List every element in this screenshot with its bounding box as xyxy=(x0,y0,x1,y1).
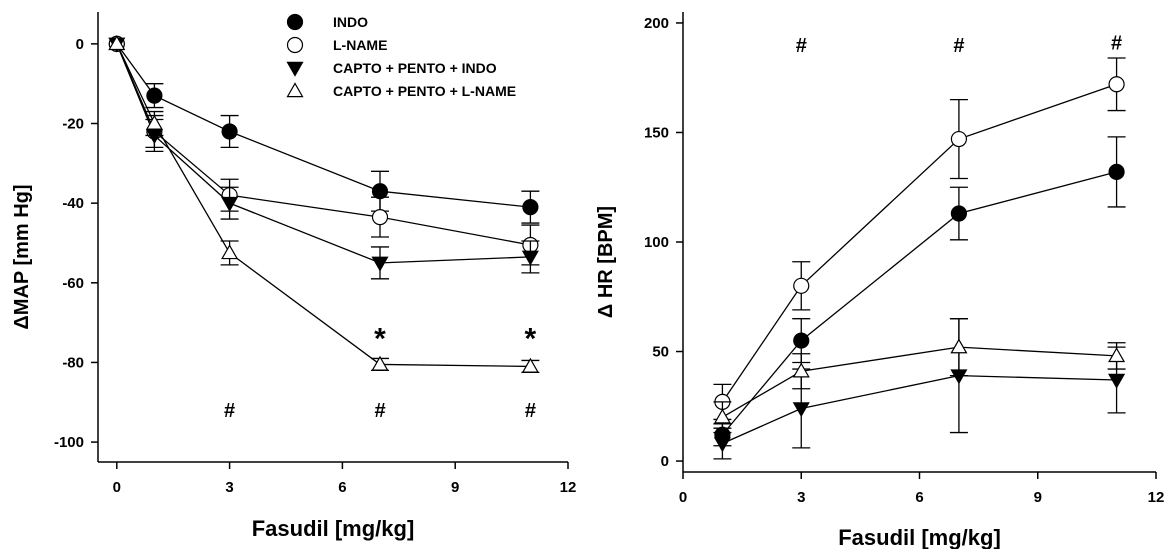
marker-capto-pento-indo xyxy=(371,256,389,272)
y-tick-label: -80 xyxy=(62,354,84,371)
x-tick-label: 12 xyxy=(1148,489,1165,506)
legend-marker xyxy=(286,13,304,31)
x-tick-label: 0 xyxy=(679,489,687,506)
series-capto-pento-l-name xyxy=(108,35,540,374)
significance-hash: # xyxy=(525,400,536,422)
y-tick-label: -40 xyxy=(62,195,84,212)
x-tick-label: 9 xyxy=(1034,489,1042,506)
marker-capto-pento-indo xyxy=(713,437,731,453)
x-axis-label: Fasudil [mg/kg] xyxy=(252,516,415,541)
marker-indo xyxy=(371,183,389,200)
marker-capto-pento-lname xyxy=(521,357,539,373)
significance-hash: # xyxy=(374,400,385,422)
y-tick-label: -100 xyxy=(54,434,84,451)
marker-indo xyxy=(146,87,163,104)
marker-indo xyxy=(522,199,539,216)
marker-indo xyxy=(221,123,238,140)
marker-capto-pento-indo xyxy=(221,196,239,212)
y-tick-label: 100 xyxy=(644,234,669,251)
series-indo xyxy=(713,136,1126,447)
marker-capto-pento-indo xyxy=(792,402,810,418)
marker-capto-pento-lname xyxy=(950,338,968,354)
y-axis-label: Δ HR [BPM] xyxy=(595,206,617,318)
significance-hash: # xyxy=(1111,33,1122,55)
legend-item: INDO xyxy=(286,13,368,31)
map-chart-panel: 0 -20 -40 -60 -80 -100 0 3 6 9 12 Fasudil [mg/kg] ΔM… xyxy=(11,12,576,541)
legend-marker xyxy=(286,82,304,98)
x-tick-label: 3 xyxy=(225,479,233,496)
legend-label: CAPTO + PENTO + L-NAME xyxy=(333,83,516,99)
x-axis-label: Fasudil [mg/kg] xyxy=(838,525,1001,549)
marker-capto-pento-indo xyxy=(521,250,539,266)
legend-marker xyxy=(286,36,304,54)
y-tick-label: -60 xyxy=(62,275,84,292)
x-tick-label: 0 xyxy=(113,479,121,496)
x-tick-label: 12 xyxy=(560,479,577,496)
significance-asterisk: * xyxy=(374,323,386,356)
x-tick-label: 6 xyxy=(915,489,923,506)
legend-label: L-NAME xyxy=(333,37,387,53)
marker-capto-pento-lname xyxy=(371,355,389,371)
series-capto-pento-l-name xyxy=(713,318,1126,434)
significance-hash: # xyxy=(224,400,235,422)
marker-capto-pento-lname xyxy=(792,362,810,378)
series-l-name xyxy=(713,57,1126,421)
series-line xyxy=(116,43,531,264)
y-axis-label: ΔMAP [mm Hg] xyxy=(11,184,33,329)
x-tick-label: 3 xyxy=(797,489,805,506)
marker-lname xyxy=(1108,76,1125,93)
marker-capto-pento-lname xyxy=(713,408,731,424)
marker-indo xyxy=(950,205,968,222)
marker-capto-pento-lname xyxy=(1108,347,1126,363)
marker-capto-pento-lname xyxy=(108,35,126,51)
hr-chart-panel: 0 50 100 150 200 0 3 6 9 12 Fasudil [mg/kg] Δ HR [B… xyxy=(595,12,1164,549)
x-tick-label: 9 xyxy=(451,479,459,496)
y-tick-label: 200 xyxy=(644,15,669,32)
marker-indo xyxy=(793,332,810,349)
y-tick-label: -20 xyxy=(62,116,84,133)
marker-indo xyxy=(1108,163,1125,181)
significance-hash: # xyxy=(953,35,964,57)
series-line xyxy=(721,83,1117,403)
legend-item: L-NAME xyxy=(286,36,387,54)
marker-capto-pento-lname xyxy=(221,244,239,260)
significance-hash: # xyxy=(796,35,807,57)
series-line xyxy=(721,171,1117,436)
marker-capto-pento-indo xyxy=(1108,373,1126,389)
series-line xyxy=(722,374,1117,445)
marker-lname xyxy=(950,130,968,148)
series-line xyxy=(722,346,1117,418)
marker-capto-pento-lname xyxy=(145,114,163,130)
legend-item: CAPTO + PENTO + L-NAME xyxy=(286,82,516,99)
legend-item: CAPTO + PENTO + INDO xyxy=(286,60,497,77)
marker-lname xyxy=(793,277,810,294)
y-tick-label: 50 xyxy=(652,344,669,361)
legend-label: INDO xyxy=(333,14,368,30)
significance-asterisk: * xyxy=(525,323,537,356)
legend-label: CAPTO + PENTO + INDO xyxy=(333,60,497,76)
y-tick-label: 150 xyxy=(644,124,669,141)
x-tick-label: 6 xyxy=(338,479,346,496)
y-tick-label: 0 xyxy=(661,453,669,470)
series-capto-pento-indo xyxy=(713,318,1126,460)
legend: INDO L-NAME CAPTO + PENTO + INDO CAPTO + PE… xyxy=(286,13,516,99)
legend-marker xyxy=(286,61,304,77)
y-tick-label: 0 xyxy=(76,36,84,53)
marker-lname xyxy=(371,208,389,226)
